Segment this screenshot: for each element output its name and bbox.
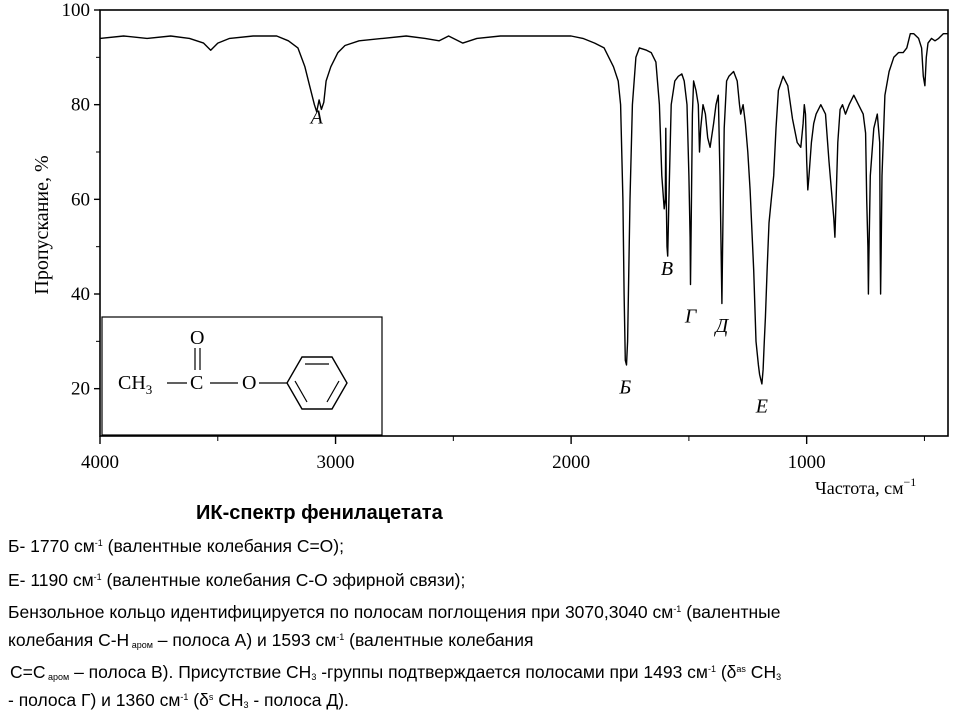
benzene-ring-icon bbox=[286, 356, 348, 410]
y-tick-label: 20 bbox=[71, 379, 90, 400]
ir-spectrum-chart: 20 40 60 80 100 4000 3000 2000 1000 А Б В Г Д Е Проп… bbox=[31, 0, 949, 498]
y-tick-label: 100 bbox=[62, 0, 91, 21]
peak-label: Д bbox=[713, 315, 729, 337]
y-tick-label: 40 bbox=[71, 284, 90, 305]
caption-line-ring-2: колебания С-Н аром – полоса А) и 1593 см… bbox=[8, 630, 534, 650]
x-tick-label: 1000 bbox=[788, 452, 826, 473]
caption-line-e: Е- 1190 см-1 (валентные колебания С-О эф… bbox=[8, 570, 466, 590]
carbonyl-carbon-label: C bbox=[190, 372, 203, 394]
y-tick-label: 60 bbox=[71, 189, 90, 210]
peak-label: В bbox=[661, 258, 673, 280]
x-tick-label: 3000 bbox=[317, 452, 355, 473]
x-axis-label: Частота, см−1 bbox=[815, 475, 916, 498]
x-tick-label: 4000 bbox=[81, 452, 119, 473]
benzene-inner-bond-3 bbox=[294, 380, 308, 403]
peak-label: Е bbox=[755, 395, 768, 417]
x-axis: 4000 3000 2000 1000 bbox=[81, 436, 925, 473]
peak-annotations: А Б В Г Д Е bbox=[309, 107, 768, 418]
plot-frame bbox=[99, 9, 949, 437]
x-tick-label: 2000 bbox=[552, 452, 590, 473]
caption-line-ring-4: - полоса Г) и 1360 см-1 (δs СН3 - полоса… bbox=[8, 690, 349, 710]
structure-inset: CH3 C O O bbox=[101, 316, 383, 436]
caption-line-b: Б- 1770 см-1 (валентные колебания С=О); bbox=[8, 536, 344, 556]
inset-frame bbox=[101, 316, 383, 436]
benzene-inner-bond-2 bbox=[326, 380, 340, 403]
caption-line-ring-3: С=С аром – полоса В). Присутствие СН3 -г… bbox=[10, 662, 782, 682]
peak-label: А bbox=[309, 107, 324, 129]
caption-line-ring-1: Бензольное кольцо идентифицируется по по… bbox=[8, 602, 781, 622]
y-axis: 20 40 60 80 100 bbox=[62, 0, 100, 400]
peak-label: Б bbox=[618, 376, 631, 398]
y-tick-label: 80 bbox=[71, 95, 90, 116]
methyl-group-label: CH3 bbox=[118, 372, 152, 397]
carbonyl-oxygen-label: O bbox=[190, 327, 204, 349]
y-axis-label: Пропускание, % bbox=[31, 155, 53, 294]
spectrum-series-line bbox=[99, 33, 948, 385]
peak-label: Г bbox=[684, 305, 698, 327]
caption-title: ИК-спектр фенилацетата bbox=[196, 502, 443, 524]
caption: ИК-спектр фенилацетата Б- 1770 см-1 (вал… bbox=[0, 498, 960, 720]
ester-oxygen-label: O bbox=[242, 372, 256, 394]
